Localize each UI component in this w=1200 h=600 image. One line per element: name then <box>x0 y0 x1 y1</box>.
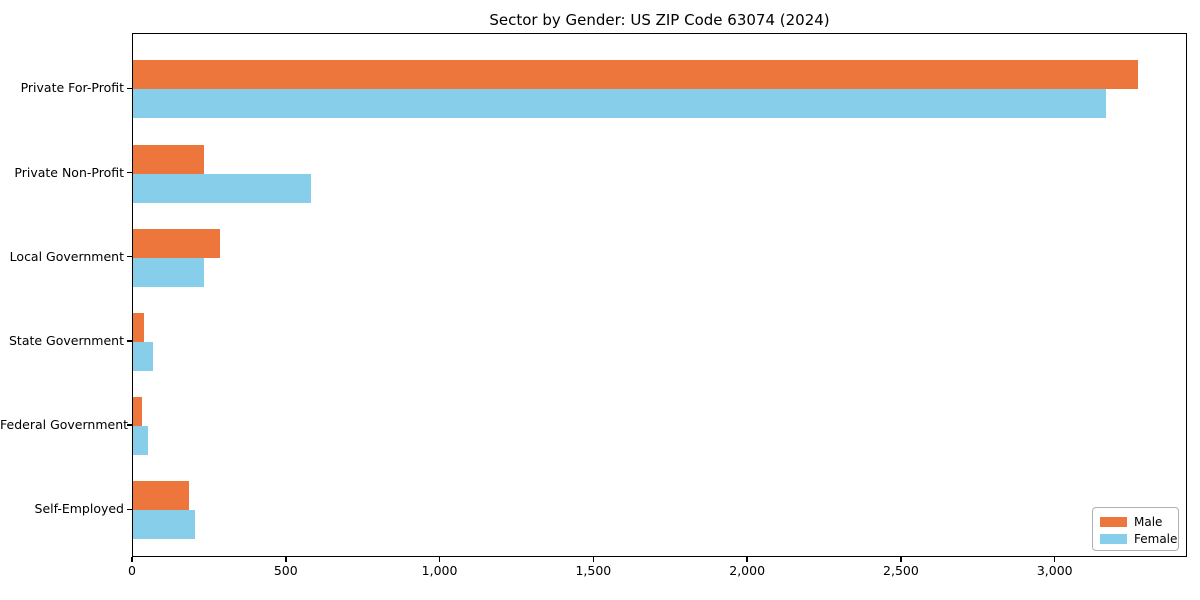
y-tick-mark <box>127 340 132 342</box>
y-tick-mark <box>127 424 132 426</box>
chart-title: Sector by Gender: US ZIP Code 63074 (202… <box>489 11 830 29</box>
y-tick-mark <box>127 508 132 511</box>
x-tick-label: 500 <box>273 563 298 578</box>
legend-label-male: Male <box>1134 514 1163 529</box>
x-tick-label: 0 <box>128 563 136 578</box>
bar-female-5 <box>133 510 196 540</box>
y-tick-label: Federal Government <box>0 417 129 433</box>
x-tick-label: 3,000 <box>1036 563 1073 578</box>
y-tick-label: Private Non-Profit <box>14 164 124 180</box>
bar-male-2 <box>133 228 221 258</box>
bar-male-3 <box>133 312 145 342</box>
y-tick-mark <box>127 255 132 258</box>
bar-female-0 <box>133 89 1106 119</box>
bar-female-4 <box>133 426 149 456</box>
plot-area <box>132 33 1187 557</box>
bar-male-4 <box>133 397 142 427</box>
y-tick-mark <box>127 171 132 174</box>
legend: Male Female <box>1092 507 1179 551</box>
male-series-swatch <box>1100 516 1127 527</box>
female-series-swatch <box>1100 533 1127 544</box>
y-tick-label: Self-Employed <box>34 501 124 517</box>
y-tick-label: State Government <box>8 332 124 348</box>
legend-label-female: Female <box>1134 531 1178 546</box>
x-tick-label: 1,000 <box>421 563 458 578</box>
y-tick-label: Private For-Profit <box>20 80 124 96</box>
x-tick-mark <box>131 557 133 562</box>
x-tick-label: 1,500 <box>575 563 612 578</box>
x-tick-mark <box>592 557 595 562</box>
bar-male-0 <box>133 60 1138 90</box>
x-tick-label: 2,500 <box>883 563 919 578</box>
y-tick-mark <box>127 87 132 90</box>
x-tick-mark <box>1053 557 1056 562</box>
legend-item-female: Female <box>1100 530 1178 547</box>
bar-female-1 <box>133 173 312 203</box>
x-tick-mark <box>900 557 902 562</box>
x-tick-mark <box>746 557 748 562</box>
x-tick-mark <box>438 557 441 562</box>
bar-male-5 <box>133 481 190 511</box>
x-tick-label: 2,000 <box>729 563 766 578</box>
legend-item-male: Male <box>1100 513 1178 530</box>
bar-female-2 <box>133 257 205 287</box>
y-tick-label: Local Government <box>9 248 124 264</box>
bar-female-3 <box>133 341 154 371</box>
bar-male-1 <box>133 144 205 174</box>
x-tick-mark <box>285 557 287 562</box>
